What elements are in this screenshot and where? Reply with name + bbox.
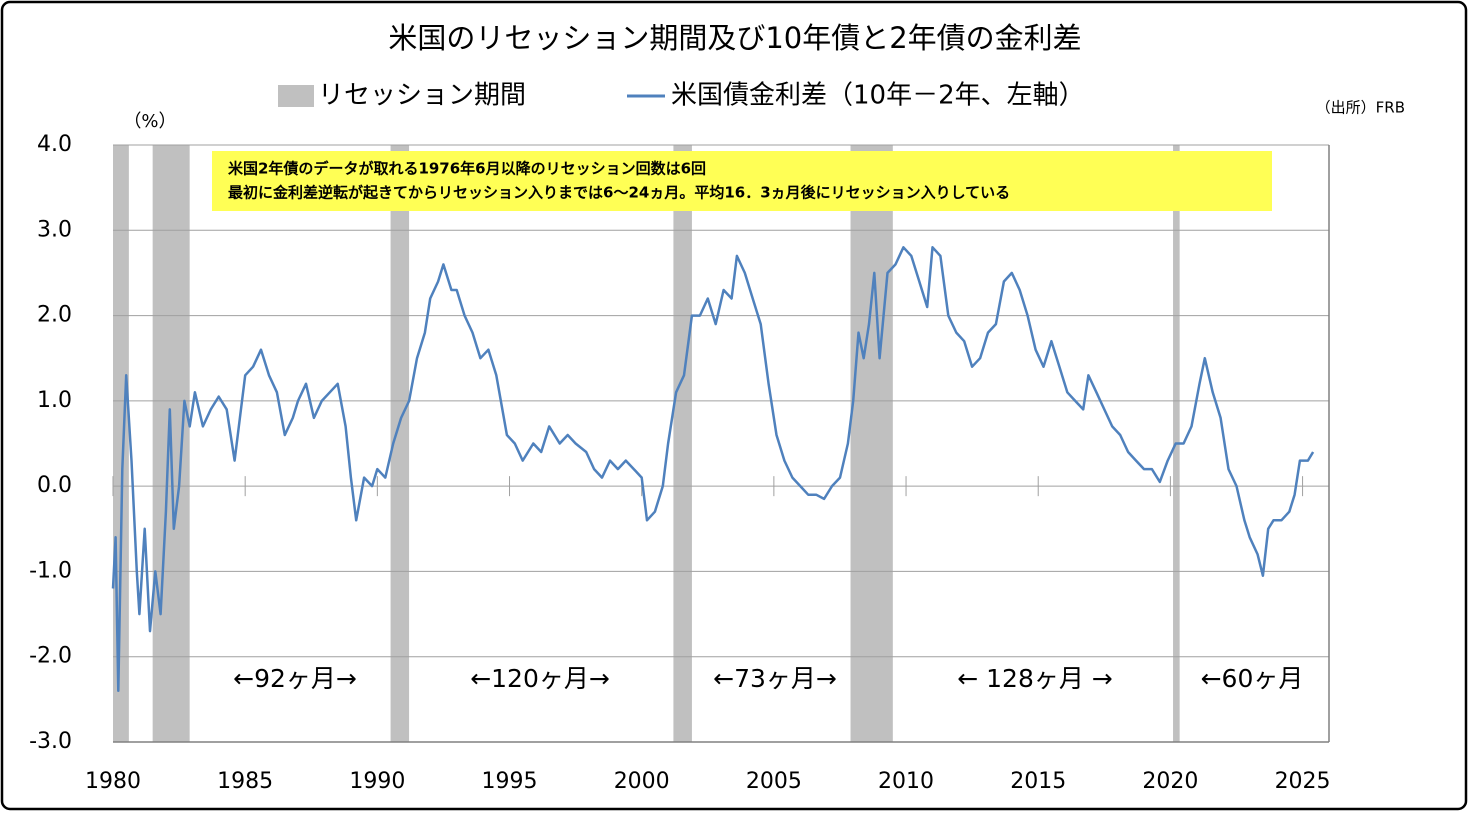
y-tick-label: -2.0 [29,644,72,669]
x-tick-label: 2005 [746,769,802,794]
x-tick-label: 2025 [1275,769,1331,794]
annotation: ←92ヶ月→ [233,664,357,693]
recession-band [850,145,893,742]
y-tick-label: 2.0 [37,303,72,328]
y-tick-label: -3.0 [29,729,72,754]
x-tick-label: 2000 [614,769,670,794]
recession-band [113,145,129,742]
y-axis-label: （%） [123,111,176,132]
x-tick-label: 2010 [878,769,934,794]
y-tick-label: 4.0 [37,132,72,157]
annotation: ←60ヶ月 [1201,664,1304,693]
y-tick-label: 1.0 [37,388,72,413]
legend-label: 米国債金利差（10年－2年、左軸） [671,81,1085,111]
x-tick-label: 1985 [217,769,273,794]
recession-band [673,145,692,742]
x-tick-label: 1980 [85,769,141,794]
legend-swatch [278,85,314,107]
legend-label: リセッション期間 [318,81,526,111]
annotation: ←120ヶ月→ [470,664,610,693]
y-tick-label: 0.0 [37,473,72,498]
note-box [212,151,1272,211]
x-tick-label: 1990 [349,769,405,794]
chart-title: 米国のリセッション期間及び10年債と2年債の金利差 [388,21,1081,55]
note-line: 米国2年債のデータが取れる1976年6月以降のリセッション回数は6回 [228,160,706,178]
x-tick-label: 2015 [1010,769,1066,794]
x-tick-label: 2020 [1142,769,1198,794]
annotation: ← 128ヶ月 → [957,664,1113,693]
y-tick-label: 3.0 [37,217,72,242]
spread-line [111,246,1315,693]
source: （出所）FRB [1316,99,1405,117]
note-line: 最初に金利差逆転が起きてからリセッション入りまでは6～24ヵ月。平均16．3ヵ月… [228,184,1010,202]
recession-band [390,145,410,742]
y-tick-label: -1.0 [29,558,72,583]
annotation: ←73ヶ月→ [713,664,837,693]
x-tick-label: 1995 [482,769,538,794]
